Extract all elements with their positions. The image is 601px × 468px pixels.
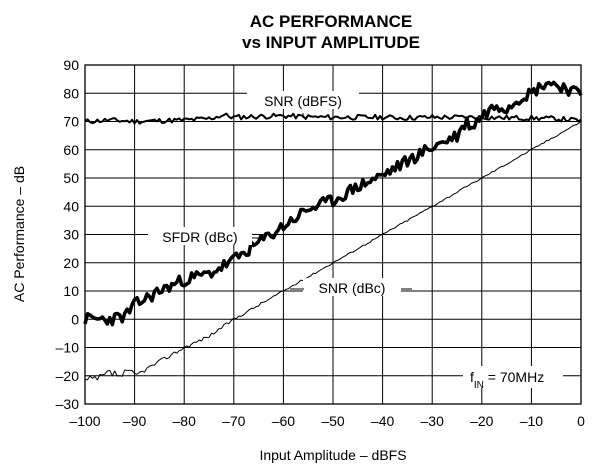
y-tick-label: –10 bbox=[56, 340, 80, 356]
snr-dbfs-label-bg bbox=[247, 91, 359, 109]
sfdr-dbc-label-bg bbox=[148, 227, 252, 245]
x-tick-label: 0 bbox=[577, 413, 585, 429]
series-labels: SNR (dBFS) SFDR (dBc) SNR (dBc) fIN = 70MHz bbox=[148, 91, 563, 391]
snr-dbc-label-bg bbox=[303, 278, 401, 296]
y-tick-label: –20 bbox=[56, 368, 80, 384]
y-tick-label: 70 bbox=[63, 114, 79, 130]
y-tick-label: 40 bbox=[63, 198, 79, 214]
x-tick-label: –40 bbox=[371, 413, 395, 429]
x-tick-label: –60 bbox=[272, 413, 296, 429]
x-tick-label: –20 bbox=[470, 413, 494, 429]
x-tick-label: –90 bbox=[123, 413, 147, 429]
y-axis-label: AC Performance – dB bbox=[11, 166, 27, 302]
x-tick-label: –80 bbox=[173, 413, 197, 429]
x-tick-label: –100 bbox=[69, 413, 100, 429]
chart-title: AC PERFORMANCE bbox=[250, 12, 412, 31]
snr-dbc-label: SNR (dBc) bbox=[319, 280, 386, 296]
series-layer bbox=[83, 80, 583, 381]
y-tick-label: 10 bbox=[63, 283, 79, 299]
y-tick-label: –30 bbox=[56, 396, 80, 412]
chart-subtitle: vs INPUT AMPLITUDE bbox=[242, 33, 420, 52]
sfdr-dbc-label: SFDR (dBc) bbox=[162, 229, 237, 245]
y-tick-label: 20 bbox=[63, 255, 79, 271]
plot-area-frame bbox=[84, 64, 582, 405]
x-tick-label: –50 bbox=[321, 413, 345, 429]
snr-dbfs-label: SNR (dBFS) bbox=[264, 93, 342, 109]
sfdr-dbc-line bbox=[83, 80, 583, 327]
y-tick-label: 50 bbox=[63, 170, 79, 186]
x-tick-label: –30 bbox=[421, 413, 445, 429]
y-tick-label: 60 bbox=[63, 142, 79, 158]
tick-labels: –100 –90 –80 –70 –60 –50 –40 –30 –20 –10 0–30–20–1… bbox=[56, 57, 585, 429]
x-tick-label: –70 bbox=[222, 413, 246, 429]
snr-dbfs-line bbox=[84, 112, 582, 125]
snr-dbc-line bbox=[85, 120, 582, 381]
x-tick-label: –10 bbox=[520, 413, 544, 429]
y-tick-label: 30 bbox=[63, 227, 79, 243]
y-tick-label: 90 bbox=[63, 57, 79, 73]
annotation-bg bbox=[463, 366, 563, 388]
y-tick-label: 0 bbox=[71, 311, 79, 327]
fin-annotation: fIN = 70MHz bbox=[470, 369, 544, 391]
y-tick-label: 80 bbox=[63, 85, 79, 101]
x-axis-label: Input Amplitude – dBFS bbox=[259, 447, 406, 463]
